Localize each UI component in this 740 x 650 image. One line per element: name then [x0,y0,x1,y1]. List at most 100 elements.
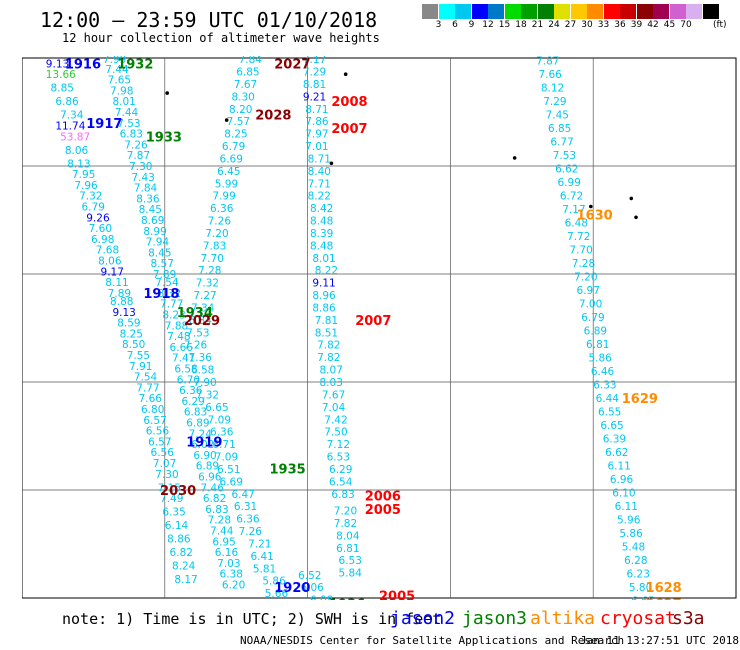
pass-time-label: 2005 [379,589,415,600]
swh-label: 7.54 [155,277,179,289]
swh-label: 8.51 [315,327,338,339]
swh-label: 6.62 [555,164,578,176]
swh-label: 8.96 [312,290,336,302]
swh-label: 6.69 [220,476,243,488]
pass-time-label: 1932 [117,57,153,72]
pass-time-label: 2007 [331,122,367,137]
swh-label: 6.79 [82,202,105,214]
swh-label: 6.44 [596,393,620,405]
swh-label: 6.86 [55,96,79,108]
swh-label: 8.86 [167,534,191,546]
swh-label: 6.52 [298,570,321,582]
swh-label: 7.34 [60,110,84,122]
swh-label: 8.45 [139,204,162,216]
swh-label: 6.66 [170,342,194,354]
swh-label: 7.70 [569,245,592,257]
swh-label: 7.20 [205,228,228,240]
swh-label: 7.43 [131,172,154,184]
colorbar-swatch [686,4,702,19]
swh-label: 8.81 [303,79,326,91]
swh-label: 6.29 [329,464,352,476]
colorbar-label: 42 [647,20,659,30]
legend-item-cryosat: cryosat [600,608,676,629]
colorbar-label: 30 [581,20,593,30]
swh-label: 6.14 [165,520,189,532]
swh-label: 6.72 [560,191,583,203]
swh-label: 6.77 [550,137,573,149]
swh-label: 7.83 [203,240,226,252]
pass-time-label: 1916 [65,57,101,72]
pass-time-label: 1627 [646,597,682,600]
swh-label: 7.66 [139,393,163,405]
swh-label: 8.48 [310,240,333,252]
swh-label: 5.96 [617,515,641,527]
swh-label: 6.69 [220,153,243,165]
swh-label: 7.21 [248,538,271,550]
swh-label: 7.82 [334,518,357,530]
swh-label: 6.28 [624,555,647,567]
pass-time-label: 1630 [577,209,613,224]
swh-label: 8.23 [162,310,185,322]
swh-label: 7.67 [234,79,257,91]
swh-label: 13.66 [46,69,76,81]
swh-label: 5.86 [588,353,612,365]
swh-label: 8.71 [305,104,328,116]
swh-label: 5.81 [253,563,276,575]
pass-time-label: 2029 [184,314,220,329]
swh-label: 6.83 [331,489,354,501]
swh-label: 6.89 [584,326,607,338]
swh-label: 8.32 [158,288,181,300]
swh-label: 6.41 [250,551,273,563]
pass-time-label: 2027 [274,57,310,72]
swh-label: 6.55 [598,407,621,419]
swh-label: 7.60 [89,223,112,235]
colorbar-swatch [669,4,686,19]
colorbar-swatch [504,4,521,19]
swh-label: 6.31 [234,501,257,513]
swh-label: 7.28 [198,265,221,277]
footnote: note: 1) Time is in UTC; 2) SWH is in fe… [62,610,442,628]
swh-label: 7.70 [201,253,224,265]
swh-label: 8.99 [143,226,166,238]
swh-label: 6.79 [581,312,604,324]
swh-label: 6.36 [210,427,234,439]
swh-label: 7.36 [189,352,213,364]
swh-label: 7.42 [324,414,347,426]
swh-label: 7.84 [239,56,263,66]
swh-label: 7.32 [196,278,219,290]
swh-label: 7.28 [572,258,595,270]
swh-label: 7.82 [317,340,340,352]
swh-label: 7.03 [217,558,240,570]
swh-label: 7.04 [322,402,346,414]
swh-label: 6.83 [120,129,143,141]
swh-label: 7.91 [129,361,152,373]
colorbar-swatch [554,4,570,19]
swh-label: 7.26 [124,139,148,151]
colorbar-swatch [587,4,603,19]
swh-label: 6.33 [593,380,616,392]
colorbar-swatch [488,4,504,19]
swh-label: 7.57 [227,116,250,128]
swh-label: 6.99 [558,177,581,189]
swh-label: 5.86 [619,528,643,540]
swh-label: 5.66 [265,588,289,600]
swh-label: 7.54 [134,372,158,384]
pass-time-label: 1936 [329,597,365,600]
pass-time-label: 2005 [365,503,401,518]
pass-time-label: 1920 [274,581,310,596]
swh-label: 7.82 [317,352,340,364]
colorbar-label: 27 [564,20,577,30]
swh-label: 8.06 [98,256,122,268]
swh-label: 7.53 [117,118,140,130]
swh-label: 7.29 [543,96,566,108]
swh-label: 5.80 [629,582,652,594]
swh-label: 8.30 [231,91,254,103]
swh-label: 6.46 [591,366,615,378]
swh-label: 6.11 [615,501,638,513]
swh-label: 6.90 [193,450,216,462]
swh-label: 7.68 [96,245,119,257]
island-dot [589,204,593,209]
colorbar-swatch [620,4,636,19]
swh-label: 8.22 [315,265,338,277]
swh-label: 7.94 [146,237,170,249]
